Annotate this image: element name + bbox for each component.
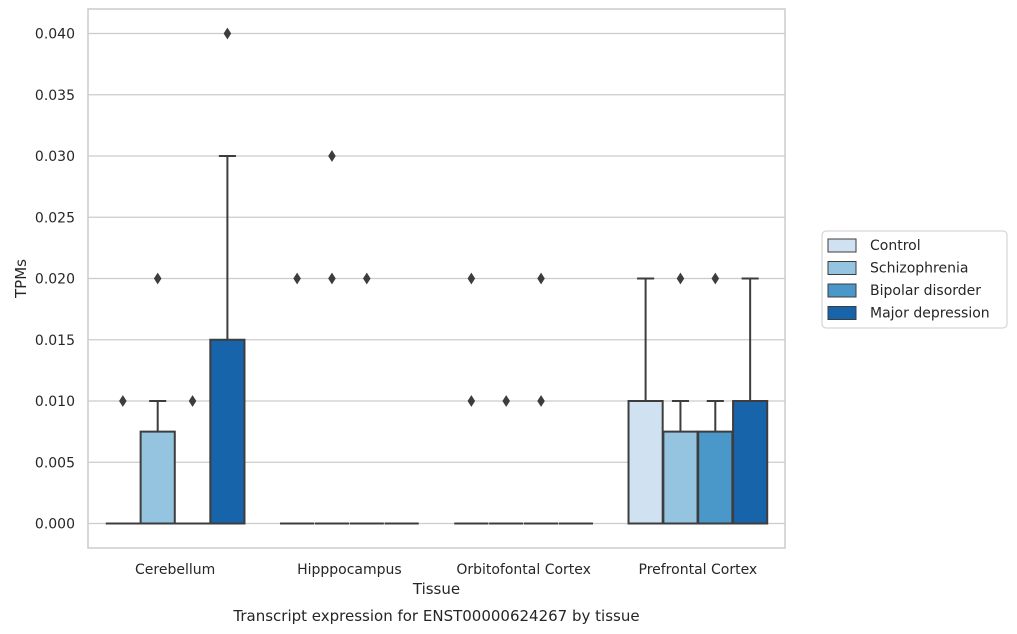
outlier-point — [537, 395, 545, 407]
y-tick-label: 0.020 — [35, 272, 75, 288]
box-group — [627, 277, 664, 525]
y-tick-label: 0.010 — [35, 394, 75, 410]
outlier-point — [467, 395, 476, 407]
legend-label: Control — [870, 238, 921, 254]
legend-label: Bipolar disorder — [870, 283, 981, 299]
outlier-point — [502, 395, 510, 407]
outlier-point — [676, 272, 685, 285]
box-group — [662, 272, 699, 525]
y-tick-label: 0.040 — [35, 27, 75, 43]
legend-swatch — [827, 238, 857, 253]
outlier-point — [711, 272, 720, 285]
iqr-box — [662, 430, 699, 525]
iqr-box — [627, 400, 664, 525]
y-tick-label: 0.035 — [35, 88, 75, 104]
box-group — [139, 272, 176, 525]
box-group — [697, 272, 734, 525]
x-tick-label: Orbitofontal Cortex — [456, 562, 591, 578]
outlier-point — [363, 272, 371, 285]
box-group — [314, 150, 350, 525]
chart-caption: Transcript expression for ENST0000062426… — [232, 607, 639, 625]
outlier-point — [537, 272, 545, 285]
plot-frame — [87, 8, 786, 549]
grid-lines — [88, 32, 785, 525]
box-group — [454, 272, 489, 525]
legend-swatch — [827, 306, 857, 320]
y-tick-label: 0.000 — [35, 517, 75, 533]
outlier-point — [293, 272, 301, 285]
outlier-point — [467, 272, 476, 285]
box-group — [209, 27, 246, 525]
box-group — [732, 277, 769, 525]
iqr-box — [732, 400, 769, 525]
box-group — [489, 395, 524, 525]
legend-swatch — [827, 261, 857, 275]
legend: Control Schizophrenia Bipolar disorder Majo… — [821, 230, 1008, 329]
x-tick-label: Prefrontal Cortex — [639, 562, 758, 578]
outlier-point — [119, 395, 127, 407]
iqr-box — [209, 338, 246, 525]
x-tick-label: Hipppocampus — [297, 562, 402, 578]
outlier-point — [153, 272, 162, 285]
y-tick-label: 0.005 — [35, 455, 75, 471]
box-group — [280, 272, 315, 525]
outlier-point — [328, 150, 336, 162]
legend-swatch — [827, 283, 857, 298]
y-axis-label: TPMs — [12, 259, 30, 299]
outlier-point — [188, 395, 197, 407]
legend-label: Schizophrenia — [870, 261, 968, 277]
legend-label: Major depression — [870, 306, 990, 322]
y-tick-labels: 0.000 0.005 0.010 0.015 0.020 0.025 0.030 0.035… — [35, 27, 75, 533]
box-group — [175, 395, 210, 525]
y-tick-label: 0.025 — [35, 210, 75, 226]
outlier-point — [223, 27, 232, 40]
iqr-box — [697, 430, 734, 525]
outlier-point — [328, 272, 336, 285]
box-group — [105, 395, 140, 525]
iqr-box — [139, 430, 176, 525]
x-tick-label: Cerebellum — [135, 562, 215, 578]
box-series — [105, 27, 769, 525]
legend-frame — [821, 230, 1008, 329]
y-tick-label: 0.030 — [35, 149, 75, 165]
x-axis-label: Tissue — [412, 580, 460, 598]
y-tick-label: 0.015 — [35, 333, 75, 349]
box-group — [349, 272, 384, 525]
x-tick-labels: Cerebellum Hipppocampus Orbitofontal Corte… — [135, 562, 757, 578]
box-group — [523, 272, 559, 525]
